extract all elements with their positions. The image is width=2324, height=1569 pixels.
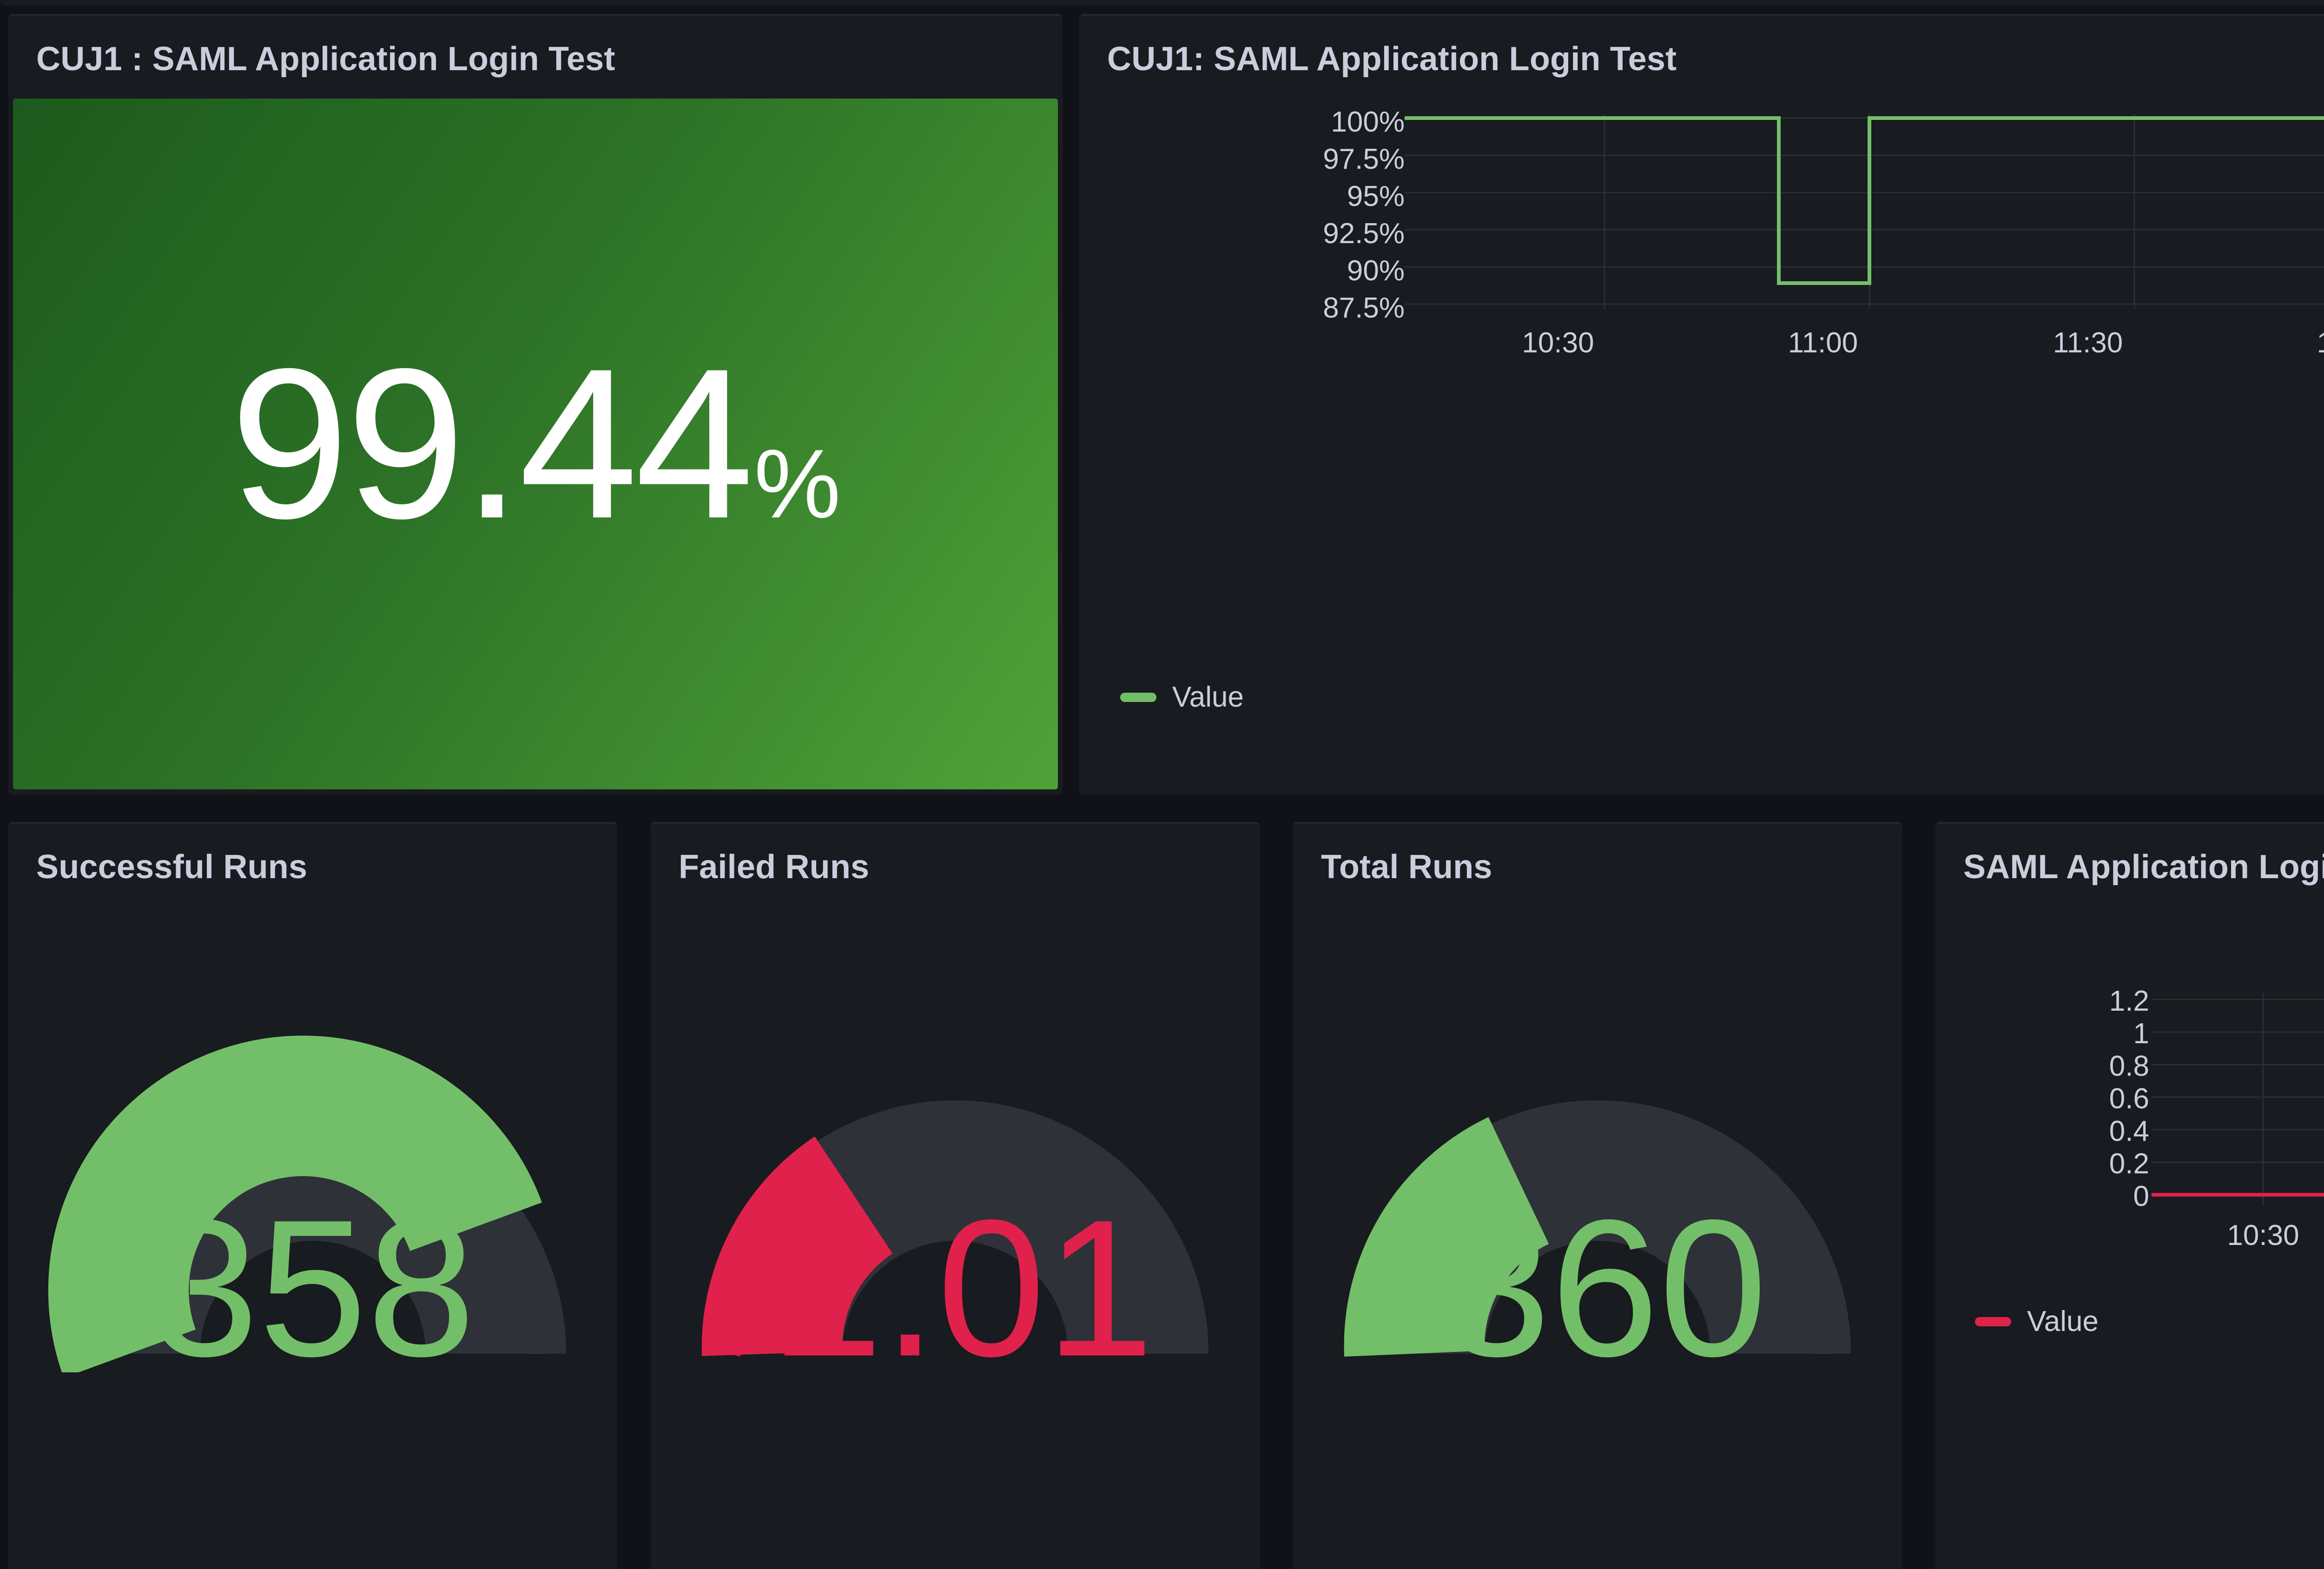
timeseries-plot-green (1405, 113, 2324, 309)
panel-gauge-successful-runs[interactable]: Successful Runs 358 (8, 822, 617, 1569)
panel-timeseries-failed-exec[interactable]: SAML Application Login Failed Exec 1.2 1… (1935, 822, 2324, 1569)
y-axis-tick: 0.2 (2109, 1148, 2149, 1180)
panel-title: CUJ1: SAML Application Login Test (1107, 40, 1677, 78)
gauge-container: 358 (8, 963, 617, 1512)
stat-value-wrap: 99.44 % (230, 324, 841, 563)
y-axis-tick: 0.8 (2109, 1050, 2149, 1082)
gauge-value-arc (701, 1136, 894, 1356)
chart-legend[interactable]: Value (1975, 1305, 2099, 1338)
x-axis-tick: 11:30 (2053, 327, 2123, 359)
y-axis-tick: 92.5% (1323, 218, 1405, 250)
y-axis-tick: 0.6 (2109, 1083, 2149, 1115)
y-axis-tick: 100% (1331, 106, 1405, 138)
panel-title: CUJ1 : SAML Application Login Test (36, 40, 615, 78)
gauge-container: 360 (1293, 963, 1902, 1512)
gauge-failed: 2.01 (701, 1100, 1209, 1372)
gauge-successful: 358 (48, 1035, 567, 1372)
gauge-value-arc (48, 1035, 542, 1372)
legend-color-swatch (1120, 692, 1156, 702)
gauge-value-arc (1344, 1117, 1550, 1357)
panel-timeseries-login-test[interactable]: CUJ1: SAML Application Login Test 100% 9… (1079, 14, 2324, 795)
y-axis-tick: 90% (1347, 255, 1405, 287)
stat-value: 99.44 (230, 324, 754, 563)
x-axis-tick: 10:30 (1522, 327, 1594, 359)
panel-title: Successful Runs (36, 848, 308, 886)
gauge-container: 2.01 (651, 963, 1260, 1512)
stat-unit: % (754, 429, 841, 539)
chart-legend[interactable]: Value (1120, 681, 1244, 714)
panel-title: SAML Application Login Failed Exec (1963, 848, 2324, 886)
partial-panel-above (0, 0, 2324, 6)
x-axis-tick: 12:00 (2306, 326, 2324, 359)
panel-title: Failed Runs (679, 848, 870, 886)
series-value-line (2152, 1193, 2324, 1197)
legend-label[interactable]: Value (1172, 681, 1244, 713)
panel-gauge-total-runs[interactable]: Total Runs 360 (1293, 822, 1902, 1569)
timeseries-plot-red (2152, 993, 2324, 1206)
series-value-line (1405, 116, 2324, 285)
panel-title: Total Runs (1321, 848, 1492, 886)
gauge-total: 360 (1344, 1100, 1851, 1372)
y-axis-tick: 1.2 (2109, 985, 2149, 1017)
x-axis-tick: 11:00 (1788, 327, 1858, 359)
gauge-value: 358 (150, 1179, 475, 1372)
stat-value-container: 99.44 % (13, 99, 1058, 789)
y-axis-tick: 1 (2133, 1018, 2149, 1050)
y-axis-tick: 95% (1347, 180, 1405, 212)
y-axis-tick: 97.5% (1323, 143, 1405, 175)
gauge-value: 360 (1442, 1179, 1768, 1372)
y-axis-tick: 0.4 (2109, 1115, 2149, 1147)
y-axis-tick: 0 (2133, 1180, 2149, 1212)
panel-stat-login-test[interactable]: CUJ1 : SAML Application Login Test 99.44… (8, 14, 1063, 795)
x-axis-tick: 10:30 (2227, 1219, 2299, 1251)
gauge-value: 2.01 (775, 1179, 1154, 1372)
legend-color-swatch (1975, 1317, 2011, 1326)
panel-gauge-failed-runs[interactable]: Failed Runs 2.01 (651, 822, 1260, 1569)
y-axis-tick: 87.5% (1323, 292, 1405, 324)
legend-label[interactable]: Value (2027, 1305, 2099, 1337)
